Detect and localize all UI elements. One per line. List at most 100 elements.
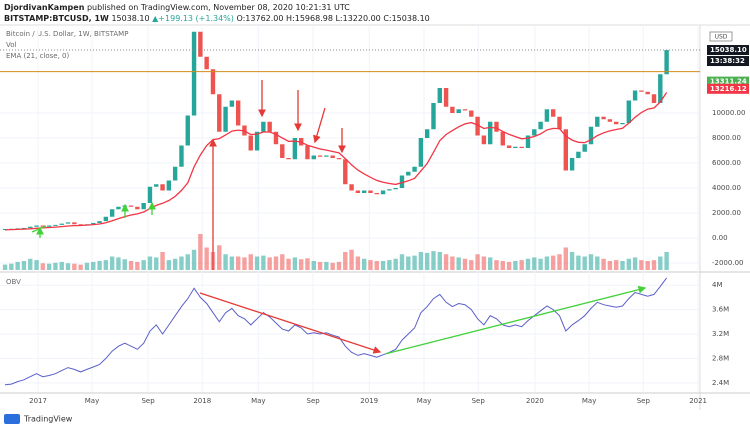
volume-bar [399,254,405,270]
volume-bar [569,252,575,270]
volume-bar [450,256,455,270]
candle [437,88,442,103]
volume-bar [72,263,77,270]
change: ▲+199.13 (+1.34%) [152,14,234,23]
volume-bar [254,256,260,270]
y-tick-label: 3.6M [712,306,729,314]
candle [160,184,165,191]
candle [569,158,575,171]
volume-bar [632,257,638,270]
x-tick-label: May [582,397,596,405]
volume-bar [109,256,115,270]
volume-bar [475,254,480,270]
candle [229,100,235,107]
candle [469,110,474,117]
candle [273,131,279,145]
candle [588,126,594,145]
candle [343,159,348,185]
candle [506,145,512,148]
volume-bar [9,263,14,270]
candle [563,129,568,171]
volume-bar [324,261,329,270]
volume-bar [198,234,203,270]
candle [525,135,531,148]
trend-arrow [384,285,647,355]
last-price: 15038.10 [111,14,149,23]
volume-bar [248,254,253,270]
candle [626,100,632,123]
volume-bar [261,255,266,270]
obv-line [4,277,668,386]
volume-bar [418,252,424,270]
candle [292,138,298,160]
y-tick-label: 8000.00 [712,134,741,142]
y-tick-label: 2000.00 [712,209,741,217]
volume-bar [223,254,228,270]
volume-bar [311,261,316,270]
volume-bar [658,256,663,270]
candle [387,189,392,191]
ema-line [4,92,668,231]
volume-bar [544,256,550,270]
candle [475,116,480,136]
volume-bar [191,249,197,270]
volume-bar [393,258,398,270]
candle [349,184,354,191]
brand: TradingView [23,415,73,424]
candle [254,131,260,151]
candle [172,166,178,181]
price-tag-bg [707,76,749,87]
volume-bar [614,260,619,270]
x-tick-label: 2018 [193,397,211,405]
candle [412,166,417,172]
volume-bar [513,261,518,270]
candle [443,88,449,107]
volume-bar [456,257,461,270]
candle [147,186,153,203]
y-tick-label: 3.2M [712,330,729,338]
volume-bar [116,257,121,270]
candle [645,91,650,95]
obv-label: OBV [6,278,21,286]
volume-bar [532,257,537,270]
candle [620,123,625,125]
candle [544,109,550,122]
volume-bar [28,258,33,270]
candle [311,155,316,160]
candle [28,226,33,228]
candle [317,155,323,157]
candle [607,119,613,122]
candle [198,31,203,57]
y-tick-label: 4M [712,281,723,289]
candle [431,103,436,130]
arrow [313,107,326,144]
candle [154,184,159,187]
x-tick-label: May [85,397,99,405]
trend-arrow [199,292,382,354]
candle [330,155,335,158]
candle [513,146,518,148]
candle [72,222,77,225]
volume-bar [361,258,367,270]
volume-bar [336,261,342,270]
volume-bar [91,261,96,270]
volume-bar [374,261,379,270]
price-tag-bg [707,83,749,94]
volume-bar [78,264,83,270]
volume-bar [179,256,184,270]
volume-bar [639,260,644,270]
volume-bar [317,261,323,270]
candle [462,109,468,111]
volume-bar [664,252,669,270]
candle [248,135,253,151]
candle [40,225,46,227]
volume-bar [166,260,172,270]
price-tag: 15038.10 [710,46,747,54]
candle [280,144,285,158]
logo [4,414,20,424]
x-tick-label: 2019 [360,397,378,405]
volume-bar [481,256,487,270]
candle [487,121,493,145]
candle [91,223,96,225]
